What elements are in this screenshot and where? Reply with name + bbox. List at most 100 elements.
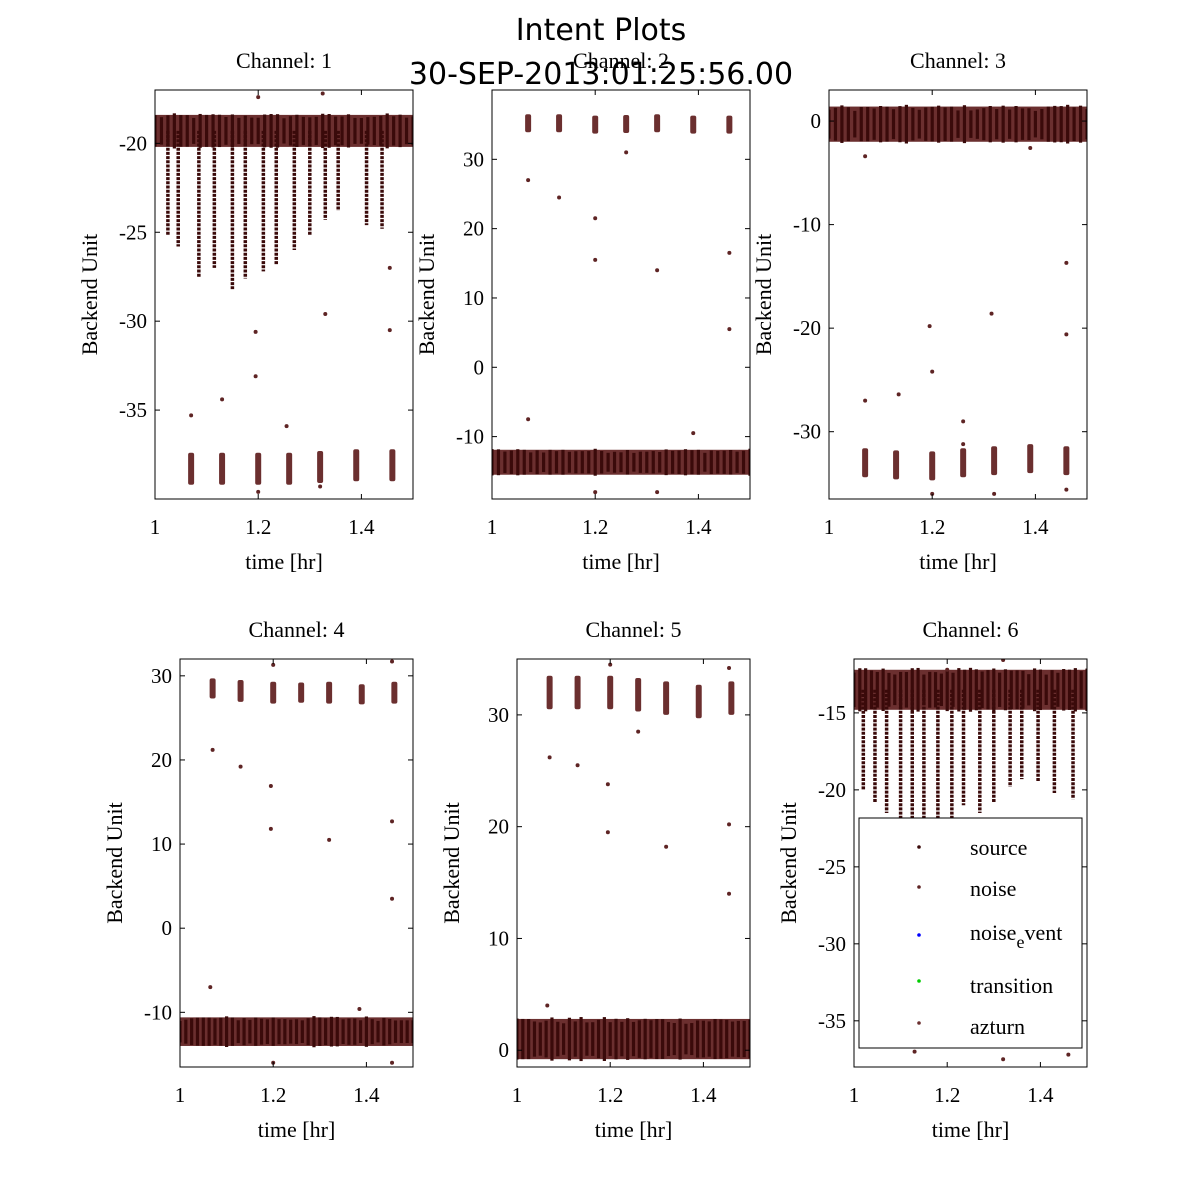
- figure-title-line2: 30-SEP-2013:01:25:56.00: [409, 57, 793, 92]
- outlier-point: [256, 489, 261, 494]
- outlier-point: [863, 398, 868, 403]
- x-tick-label: 1.2: [245, 515, 271, 539]
- outlier-point: [545, 1003, 550, 1008]
- outlier-point: [1001, 659, 1006, 662]
- subplot-title: Channel: 2: [573, 48, 669, 73]
- noise-cluster: [663, 681, 670, 715]
- noise-cluster: [546, 675, 553, 710]
- outlier-point: [664, 844, 669, 849]
- x-tick-label: 1.2: [934, 1083, 960, 1107]
- legend-label-transition: transition: [970, 973, 1053, 998]
- outlier-point: [896, 392, 901, 397]
- legend-label-noise-event-tail: vent: [1024, 920, 1062, 945]
- noise-cluster: [270, 681, 277, 704]
- noise-cluster: [389, 449, 396, 482]
- subplot-title: Channel: 4: [249, 617, 345, 642]
- legend-label-noise-event-main: noise: [970, 920, 1016, 945]
- plot-area: [180, 659, 413, 1065]
- y-tick-label: -10: [144, 1000, 172, 1024]
- noise-cluster: [556, 114, 563, 133]
- subplot-channel-4: 1 1.2 1.4 30 20 10 0 -10 Channel: 4 time [hr] Back…: [102, 617, 414, 1142]
- outlier-point: [1064, 260, 1069, 265]
- x-tick-label: 1: [824, 515, 835, 539]
- y-tick-label: 10: [151, 832, 172, 856]
- noise-cluster: [690, 115, 697, 134]
- noise-cluster: [654, 114, 661, 133]
- outlier-point: [930, 491, 935, 496]
- axes-frame: [828, 89, 1088, 500]
- legend-entry-noise-event: noiseevent: [917, 920, 1062, 952]
- outlier-point: [357, 1006, 362, 1011]
- plot-area: [155, 91, 413, 494]
- x-tick-label: 1: [150, 515, 161, 539]
- legend-entry-azturn: azturn: [917, 1014, 1025, 1039]
- outlier-point: [390, 896, 395, 901]
- legend-marker-noise: [917, 885, 921, 889]
- y-tick-label: -20: [818, 778, 846, 802]
- y-tick-label: 0: [811, 109, 822, 133]
- x-tick-label: 1.4: [690, 1083, 717, 1107]
- x-axis-label: time [hr]: [595, 1117, 673, 1142]
- outlier-point: [655, 268, 660, 273]
- x-tick-label: 1.4: [1027, 1083, 1054, 1107]
- legend-entry-source: source: [917, 835, 1027, 860]
- noise-cluster: [607, 675, 614, 710]
- outlier-point: [605, 830, 610, 835]
- x-tick-label: 1.2: [582, 515, 608, 539]
- outlier-point: [655, 490, 660, 495]
- y-tick-label: 0: [474, 355, 485, 379]
- y-tick-label: -15: [818, 701, 846, 725]
- x-axis-label: time [hr]: [245, 549, 323, 574]
- legend-box: [858, 817, 1083, 1049]
- y-axis-label: Backend Unit: [439, 802, 464, 924]
- legend-label-azturn: azturn: [970, 1014, 1025, 1039]
- subplot-title: Channel: 3: [910, 48, 1006, 73]
- x-tick-label: 1.4: [1022, 515, 1049, 539]
- x-tick-label: 1: [175, 1083, 186, 1107]
- subplot-channel-2: 1 1.2 1.4 -10 0 10 20 30 Channel: 2 time [hr] Back…: [414, 48, 751, 574]
- y-axis-label: Backend Unit: [77, 234, 102, 356]
- subplot-title: Channel: 5: [586, 617, 682, 642]
- outlier-point: [593, 216, 598, 221]
- figure-title-line1: Intent Plots: [516, 13, 687, 48]
- noise-cluster: [592, 115, 599, 134]
- y-tick-label: -25: [818, 855, 846, 879]
- outlier-point: [1028, 145, 1033, 150]
- plot-area: [854, 659, 1087, 1062]
- y-tick-label: 20: [151, 748, 172, 772]
- y-axis-label: Backend Unit: [414, 234, 439, 356]
- legend-label-noise-event: noiseevent: [970, 920, 1062, 952]
- legend: source noise noiseevent transition aztur…: [858, 817, 1083, 1049]
- outlier-point: [727, 250, 732, 255]
- axes-frame: [154, 89, 414, 500]
- noise-cluster: [525, 114, 532, 133]
- y-tick-label: 20: [463, 217, 484, 241]
- noise-cluster: [219, 452, 226, 485]
- outlier-point: [945, 667, 950, 672]
- noise-cluster: [1063, 446, 1070, 476]
- outlier-point: [863, 154, 868, 159]
- y-tick-label: -30: [818, 932, 846, 956]
- y-axis-label: Backend Unit: [776, 802, 801, 924]
- outlier-point: [961, 419, 966, 424]
- legend-label-noise: noise: [970, 876, 1016, 901]
- outlier-point: [189, 413, 194, 418]
- x-tick-label: 1.2: [597, 1083, 623, 1107]
- noise-cluster: [623, 114, 630, 133]
- noise-cluster: [960, 448, 967, 478]
- x-tick-label: 1.4: [353, 1083, 380, 1107]
- outlier-point: [526, 178, 531, 183]
- outlier-point: [930, 369, 935, 374]
- outlier-point: [1064, 487, 1069, 492]
- legend-entry-transition: transition: [917, 973, 1053, 998]
- outlier-point: [608, 662, 613, 667]
- outlier-point: [253, 329, 258, 334]
- outlier-point: [318, 484, 323, 489]
- y-tick-label: -20: [119, 131, 147, 155]
- outlier-point: [727, 822, 732, 827]
- outlier-point: [327, 837, 332, 842]
- outlier-point: [547, 755, 552, 760]
- outlier-point: [575, 763, 580, 768]
- noise-cluster: [353, 449, 360, 482]
- outlier-point: [323, 312, 328, 317]
